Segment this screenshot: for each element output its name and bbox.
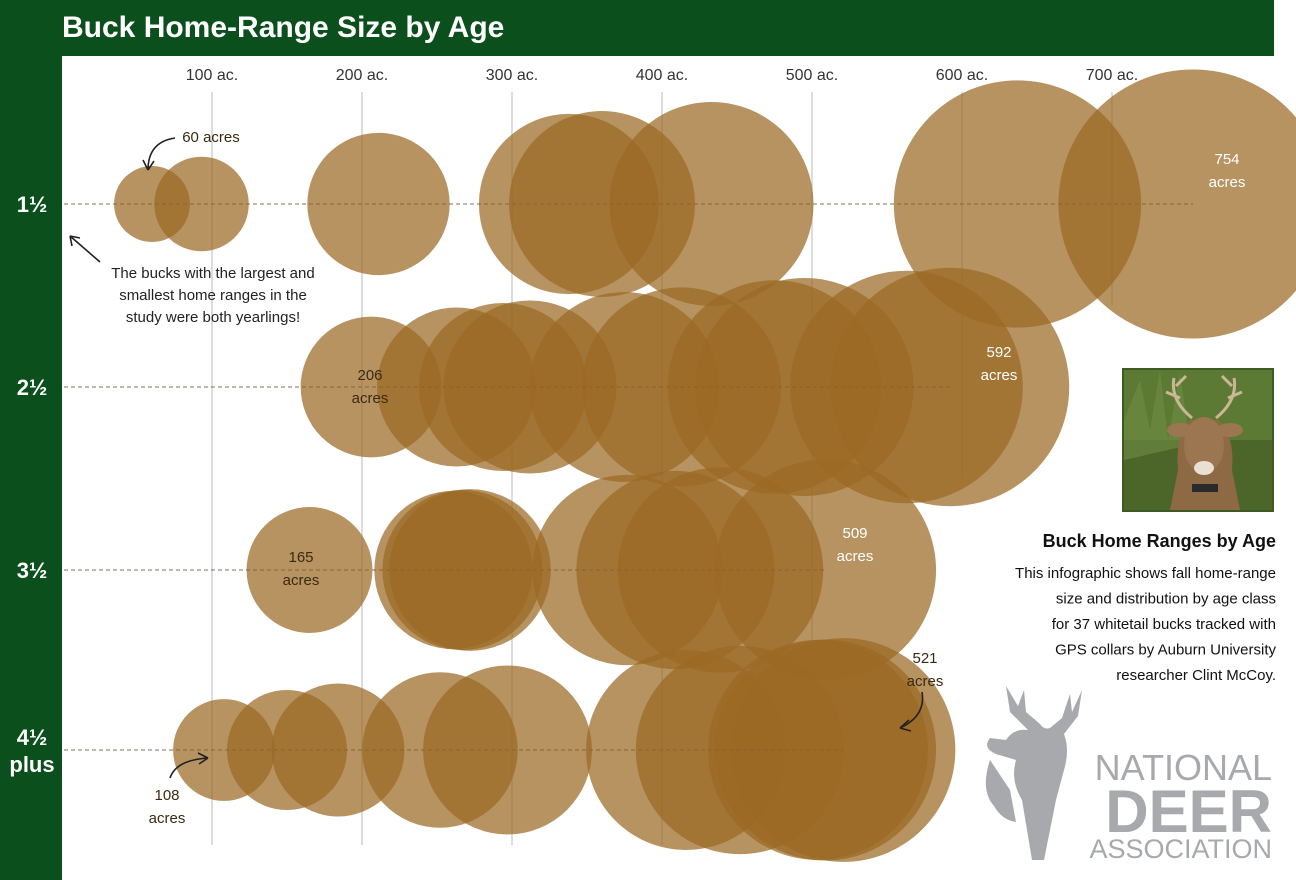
x-tick-label: 700 ac.	[1086, 67, 1138, 84]
x-tick-label: 100 ac.	[186, 67, 238, 84]
age-class-label: 1½	[17, 192, 48, 217]
age-labels: 1½ 2½ 3½ 4½ plus	[9, 192, 54, 777]
arrow-521-icon	[899, 691, 924, 732]
age-class-label: 2½	[17, 375, 48, 400]
info-line: researcher Clint McCoy.	[1116, 667, 1276, 684]
bubbles	[64, 69, 1296, 862]
nda-logo: NATIONAL DEER ASSOCIATION	[985, 686, 1272, 864]
note-arrow-icon	[69, 235, 101, 263]
note-text: The bucks with the largest and smallest h…	[111, 265, 314, 326]
acres-label: 108 acres	[149, 787, 186, 827]
home-range-bubble	[154, 156, 249, 252]
info-line: for 37 whitetail bucks tracked with	[1052, 616, 1276, 633]
acres-label: 592 acres	[981, 344, 1018, 384]
acres-label: 60 acres	[182, 129, 240, 146]
x-tick-label: 400 ac.	[636, 67, 688, 84]
age-class-label: 3½	[17, 558, 48, 583]
info-box: Buck Home Ranges by Age This infographic…	[1015, 531, 1276, 684]
info-line: GPS collars by Auburn University	[1055, 642, 1276, 659]
left-sidebar	[0, 0, 62, 880]
x-tick-label: 300 ac.	[486, 67, 538, 84]
arrow-108-icon	[169, 752, 209, 779]
home-range-bubble	[714, 459, 937, 681]
info-line: size and distribution by age class	[1056, 591, 1276, 608]
age-class-label: 4½ plus	[9, 725, 54, 777]
logo-line1: NATIONAL	[1095, 747, 1272, 788]
logo-line3: ASSOCIATION	[1089, 834, 1272, 864]
acres-label: 509 acres	[837, 525, 874, 565]
annotations: 60 acres 754 acres 206 acres 592 acres 165 acres…	[142, 129, 1246, 827]
header-bar	[0, 0, 1274, 56]
acres-label: 206 acres	[352, 367, 389, 407]
arrow-60-icon	[142, 137, 176, 171]
x-tick-label: 600 ac.	[936, 67, 988, 84]
info-title: Buck Home Ranges by Age	[1043, 531, 1276, 551]
info-line: This infographic shows fall home-range	[1015, 565, 1276, 582]
acres-label: 521 acres	[907, 650, 944, 690]
home-range-bubble	[307, 132, 450, 276]
logo-line2: DEER	[1105, 778, 1272, 845]
x-tick-label: 500 ac.	[786, 67, 838, 84]
acres-label: 165 acres	[283, 549, 320, 589]
acres-label: 754 acres	[1209, 151, 1246, 191]
x-tick-labels: 100 ac. 200 ac. 300 ac. 400 ac. 500 ac. 600 a…	[186, 67, 1138, 84]
deer-photo	[1122, 368, 1274, 512]
x-tick-label: 200 ac.	[336, 67, 388, 84]
chart-title: Buck Home-Range Size by Age	[62, 11, 504, 44]
deer-head-icon	[987, 686, 1082, 860]
yearling-note: The bucks with the largest and smallest h…	[69, 235, 315, 326]
